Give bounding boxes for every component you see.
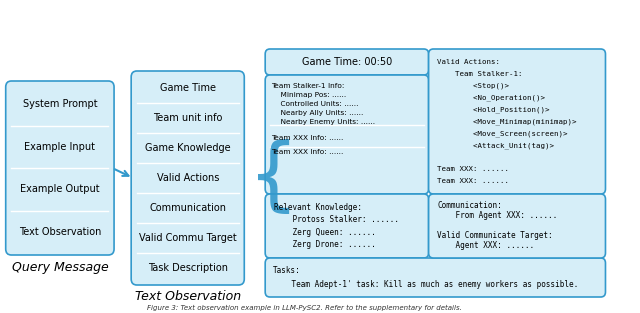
FancyBboxPatch shape <box>6 81 114 255</box>
Text: <No_Operation()>: <No_Operation()> <box>437 94 545 101</box>
Text: Valid Communicate Target:: Valid Communicate Target: <box>437 232 553 240</box>
Text: Nearby Ally Units: ......: Nearby Ally Units: ...... <box>271 110 364 116</box>
Text: Zerg Drone: ......: Zerg Drone: ...... <box>274 240 376 249</box>
FancyBboxPatch shape <box>131 71 244 285</box>
Text: Task Description: Task Description <box>148 263 228 273</box>
Text: <Hold_Position()>: <Hold_Position()> <box>437 106 550 113</box>
Text: Game Time: Game Time <box>160 83 216 93</box>
Text: Zerg Queen: ......: Zerg Queen: ...... <box>274 228 376 237</box>
Text: System Prompt: System Prompt <box>22 99 97 109</box>
Text: Team XXX Info: ......: Team XXX Info: ...... <box>271 135 343 141</box>
Text: Tasks:: Tasks: <box>273 266 301 275</box>
Text: Team unit info: Team unit info <box>153 113 223 123</box>
FancyBboxPatch shape <box>265 75 429 194</box>
Text: Valid Commu Target: Valid Commu Target <box>139 233 237 243</box>
Text: Example Output: Example Output <box>20 184 100 194</box>
Text: Controlled Units: ......: Controlled Units: ...... <box>271 101 358 107</box>
Text: Valid Actions:: Valid Actions: <box>437 59 500 65</box>
Text: Text Observation: Text Observation <box>19 227 101 237</box>
Text: Game Knowledge: Game Knowledge <box>145 143 230 153</box>
Text: Figure 3: Text observation example in LLM-PySC2. Refer to the supplementary for : Figure 3: Text observation example in LL… <box>147 305 461 311</box>
Text: From Agent XXX: ......: From Agent XXX: ...... <box>437 212 557 220</box>
Text: Protoss Stalker: ......: Protoss Stalker: ...... <box>274 215 399 224</box>
Text: <Stop()>: <Stop()> <box>437 83 509 89</box>
FancyBboxPatch shape <box>265 194 429 258</box>
FancyBboxPatch shape <box>429 194 605 258</box>
Text: {: { <box>248 139 300 217</box>
Text: Query Message: Query Message <box>12 260 108 274</box>
FancyBboxPatch shape <box>429 49 605 194</box>
Text: Minimap Pos: ......: Minimap Pos: ...... <box>271 92 346 98</box>
Text: Relevant Knowledge:: Relevant Knowledge: <box>274 203 362 212</box>
Text: <Move_Screen(screen)>: <Move_Screen(screen)> <box>437 130 568 137</box>
Text: Nearby Enemy Units: ......: Nearby Enemy Units: ...... <box>271 119 375 125</box>
Text: Team Stalker-1 Info:: Team Stalker-1 Info: <box>271 83 344 89</box>
Text: Team XXX: ......: Team XXX: ...... <box>437 166 509 172</box>
Text: Team XXX Info: ......: Team XXX Info: ...... <box>271 149 343 155</box>
Text: <Attack_Unit(tag)>: <Attack_Unit(tag)> <box>437 142 554 149</box>
Text: Team Stalker-1:: Team Stalker-1: <box>437 71 523 77</box>
Text: Game Time: 00:50: Game Time: 00:50 <box>302 57 392 67</box>
Text: Valid Actions: Valid Actions <box>157 173 219 183</box>
Text: Communication:: Communication: <box>437 202 502 211</box>
Text: Team XXX: ......: Team XXX: ...... <box>437 178 509 184</box>
Text: Example Input: Example Input <box>24 142 95 152</box>
FancyBboxPatch shape <box>265 258 605 297</box>
Text: Communication: Communication <box>149 203 226 213</box>
Text: Text Observation: Text Observation <box>134 290 241 304</box>
Text: Agent XXX: ......: Agent XXX: ...... <box>437 242 534 250</box>
FancyBboxPatch shape <box>265 49 429 75</box>
Text: Team Adept-1' task: Kill as much as enemy workers as possible.: Team Adept-1' task: Kill as much as enem… <box>273 280 578 289</box>
Text: <Move_Minimap(minimap)>: <Move_Minimap(minimap)> <box>437 118 577 125</box>
